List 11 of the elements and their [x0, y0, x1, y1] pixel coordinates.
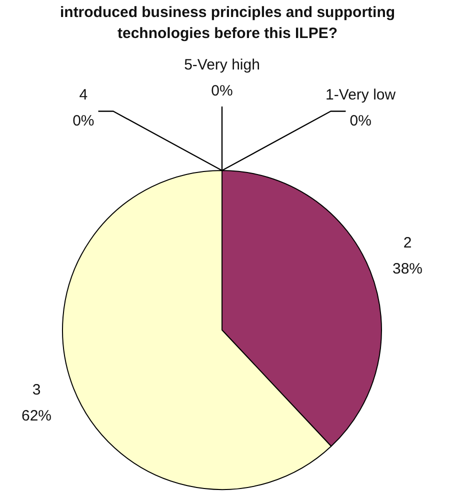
text: 0% [211, 82, 233, 100]
category-label: 1-Very low [326, 86, 396, 104]
category-label: 5-Very high [184, 56, 260, 74]
chart-title: introduced business principles and supporting technologies before this ILPE? [60, 4, 396, 42]
text: 0% [350, 112, 372, 130]
slice-label: 2 [403, 234, 412, 252]
slice-label: 3 [32, 382, 41, 399]
data-label: 62% [21, 408, 52, 425]
data-label: 38% [392, 260, 423, 278]
category-label: 4 [79, 86, 88, 104]
text: 0% [72, 112, 94, 130]
